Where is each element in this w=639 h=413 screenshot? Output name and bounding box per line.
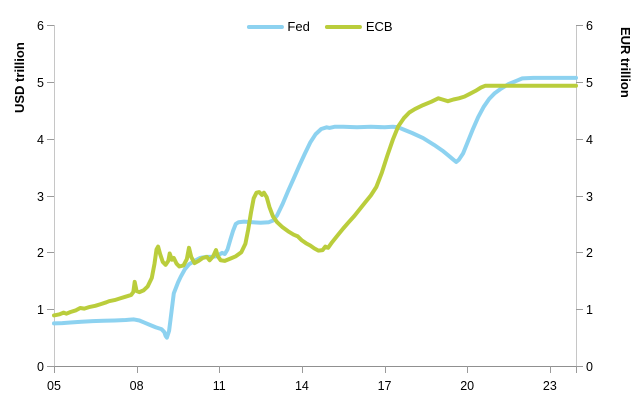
right-axis-title: EUR trillion bbox=[618, 27, 633, 98]
tick-labels: 0 01 12 23 34 45 56 605 08 11 14 17 20 23 bbox=[37, 19, 593, 393]
left-axis-tick-label: 2 bbox=[37, 246, 44, 260]
x-axis-tick-label: 05 bbox=[47, 379, 61, 393]
right-axis-tick-label: 5 bbox=[586, 76, 593, 90]
x-axis-tick-label: 11 bbox=[213, 379, 226, 393]
left-axis-tick-label: 0 bbox=[37, 360, 44, 374]
series-lines bbox=[52, 75, 578, 340]
legend-label-ecb: ECB bbox=[365, 19, 393, 34]
left-axis-tick-label: 6 bbox=[37, 19, 44, 33]
right-axis-tick-label: 4 bbox=[586, 133, 593, 147]
fed-line bbox=[52, 75, 578, 340]
right-axis-tick-label: 0 bbox=[586, 360, 593, 374]
ecb-line bbox=[52, 83, 578, 318]
x-axis-tick-label: 08 bbox=[130, 379, 144, 393]
x-axis-tick-label: 14 bbox=[295, 379, 309, 393]
left-axis-tick-label: 4 bbox=[37, 133, 44, 147]
left-axis-tick-label: 3 bbox=[37, 190, 44, 204]
x-axis-tick-label: 17 bbox=[378, 379, 392, 393]
legend-label-fed: Fed bbox=[287, 19, 310, 34]
right-axis-tick-label: 3 bbox=[586, 190, 593, 204]
left-axis-tick-label: 1 bbox=[37, 303, 44, 317]
legend-item-fed: Fed bbox=[246, 19, 310, 34]
left-axis-title: USD trillion bbox=[12, 42, 27, 113]
right-axis-tick-label: 6 bbox=[586, 19, 593, 33]
axes bbox=[47, 25, 583, 373]
ecb-line-swatch bbox=[324, 24, 362, 29]
legend: Fed ECB bbox=[246, 19, 393, 34]
left-axis-tick-label: 5 bbox=[37, 76, 44, 90]
right-axis-tick-label: 1 bbox=[586, 303, 593, 317]
x-axis-tick-label: 20 bbox=[460, 379, 474, 393]
x-axis-tick-label: 23 bbox=[543, 379, 557, 393]
legend-item-ecb: ECB bbox=[324, 19, 393, 34]
right-axis-tick-label: 2 bbox=[586, 246, 593, 260]
fed-line-swatch bbox=[246, 24, 284, 29]
